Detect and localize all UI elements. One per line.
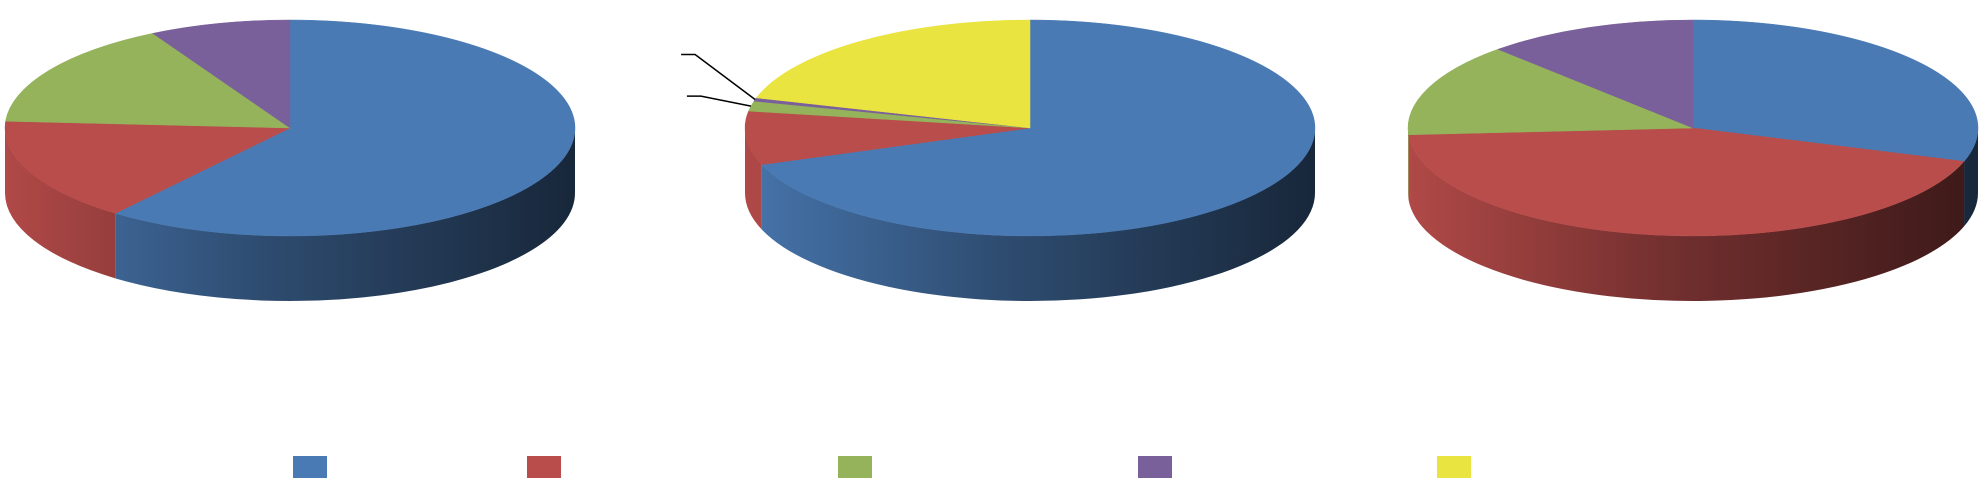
- pie-slice-side: [5, 128, 116, 279]
- pie-top-faces: [4, 19, 576, 237]
- pie-side-walls: [5, 128, 576, 301]
- pie-chart-3: [1407, 19, 1979, 302]
- pie-slice: [1692, 19, 1979, 162]
- pie-slice-side: [745, 128, 762, 230]
- legend-swatch: [838, 456, 872, 478]
- pie-slice-side: [1408, 128, 1409, 200]
- pie-slice: [152, 19, 291, 129]
- pie-side-walls: [1408, 128, 1978, 302]
- pie-slice: [755, 19, 1031, 129]
- pie-slice: [5, 33, 291, 129]
- pie-chart-2: [681, 19, 1316, 301]
- pie-slice-side: [115, 128, 576, 301]
- pie-slice-side: [1408, 134, 1965, 302]
- pie-slice: [1407, 49, 1694, 136]
- legend-swatch: [1437, 456, 1471, 478]
- pie-chart-1: [4, 19, 576, 301]
- legend-swatch: [527, 456, 561, 478]
- leader-line: [681, 53, 756, 101]
- pie-slice: [4, 120, 291, 214]
- pie-slice-side: [761, 128, 1315, 301]
- legend-swatch: [1138, 456, 1172, 478]
- pie-slice: [114, 19, 576, 237]
- pie-top-faces: [744, 19, 1316, 237]
- pie-slice: [761, 19, 1316, 237]
- pie-slice: [1408, 127, 1965, 237]
- pie-slice: [1497, 19, 1694, 129]
- legend-swatch: [293, 456, 327, 478]
- pie-side-walls: [745, 128, 1315, 301]
- pie-top-faces: [1407, 19, 1979, 237]
- leader-line: [686, 95, 752, 107]
- pie-slice-side: [1964, 128, 1978, 227]
- pie-slice: [744, 110, 1031, 165]
- legend: [293, 456, 1471, 478]
